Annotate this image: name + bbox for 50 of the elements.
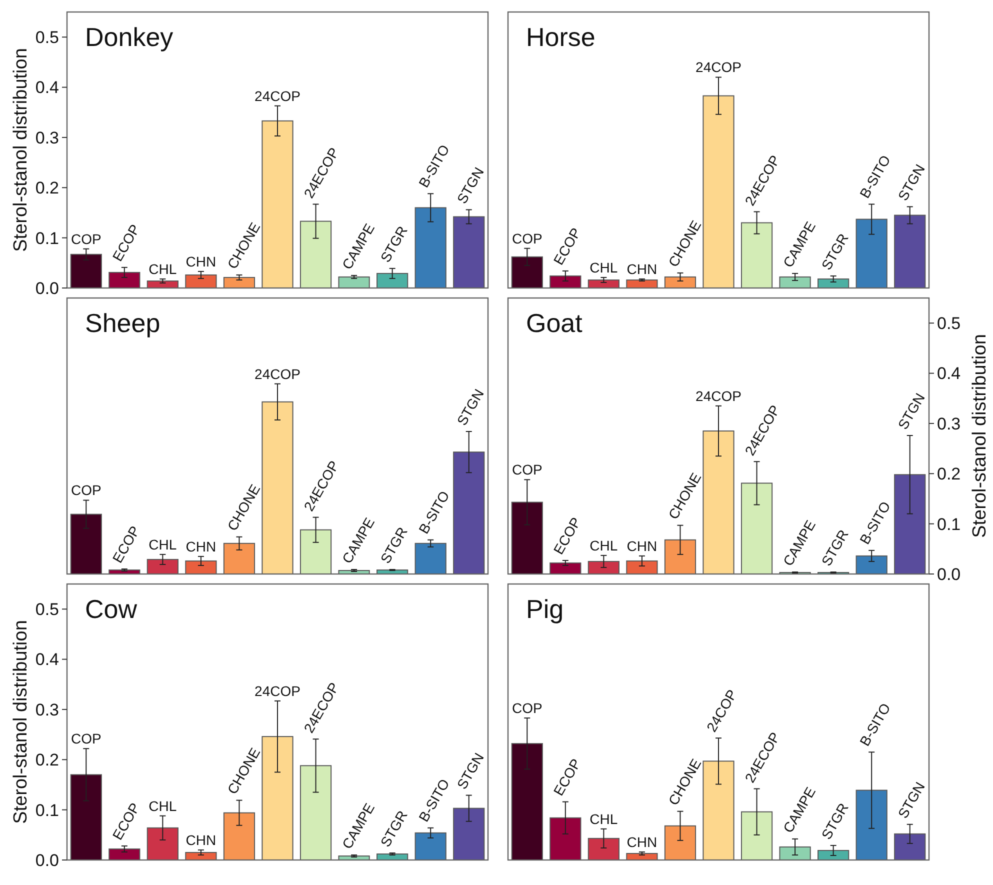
- x-tick-label: CHN: [186, 538, 216, 554]
- chart-title: Cow: [85, 594, 138, 624]
- chart-title: Sheep: [85, 308, 160, 338]
- y2-tick-label: 0.2: [937, 464, 961, 484]
- y-tick-label: 0.0: [35, 278, 59, 298]
- y2-tick-label: 0.4: [937, 364, 961, 384]
- x-tick-label: CHL: [590, 259, 618, 276]
- x-tick-label: 24COP: [254, 682, 300, 699]
- y-tick-label: 0.3: [35, 128, 59, 148]
- x-tick-label: CHL: [148, 536, 177, 552]
- y-tick-label: 0.2: [35, 178, 59, 198]
- x-tick-label: 24COP: [254, 366, 300, 382]
- x-tick-label: CHN: [626, 260, 658, 277]
- y-tick-label: 0.1: [35, 228, 59, 248]
- y-tick-label: 0.5: [35, 28, 59, 48]
- x-tick-label: COP: [512, 230, 542, 246]
- y2-tick-label: 0.0: [937, 564, 961, 584]
- y2-axis-title: Sterol-stanol distribution: [970, 334, 991, 538]
- y2-tick-label: 0.1: [937, 514, 961, 534]
- x-tick-label: 24COP: [254, 88, 300, 104]
- x-tick-label: COP: [70, 730, 102, 747]
- x-tick-label: COP: [512, 700, 542, 716]
- x-tick-label: CHN: [186, 832, 216, 848]
- x-tick-label: COP: [70, 230, 102, 247]
- y-tick-label: 0.0: [35, 850, 59, 870]
- x-tick-label: CHN: [626, 538, 658, 554]
- y-tick-label: 0.2: [35, 750, 59, 770]
- y-axis-title: Sterol-stanol distribution: [10, 620, 32, 824]
- chart-title: Donkey: [85, 22, 174, 52]
- x-tick-label: COP: [512, 462, 542, 478]
- y2-tick-label: 0.3: [937, 414, 961, 434]
- y-tick-label: 0.1: [35, 800, 59, 820]
- y-axis-title: Sterol-stanol distribution: [10, 48, 32, 252]
- x-tick-label: 24COP: [696, 388, 742, 404]
- x-tick-label: CHL: [148, 798, 177, 814]
- chart-title: Horse: [526, 22, 596, 52]
- x-tick-label: CHL: [148, 260, 177, 277]
- y-tick-label: 0.4: [35, 78, 59, 98]
- x-tick-label: COP: [70, 482, 102, 498]
- y2-tick-label: 0.5: [937, 314, 961, 334]
- y-tick-label: 0.4: [35, 650, 59, 670]
- x-tick-label: CHN: [626, 834, 658, 850]
- y-tick-label: 0.5: [35, 600, 59, 620]
- y-tick-label: 0.3: [35, 700, 59, 720]
- x-tick-label: 24COP: [696, 59, 742, 76]
- x-tick-label: CHL: [590, 537, 618, 554]
- x-tick-label: CHN: [186, 253, 216, 270]
- x-tick-label: CHL: [590, 810, 618, 827]
- chart-title: Pig: [526, 594, 564, 624]
- chart-title: Goat: [526, 308, 584, 338]
